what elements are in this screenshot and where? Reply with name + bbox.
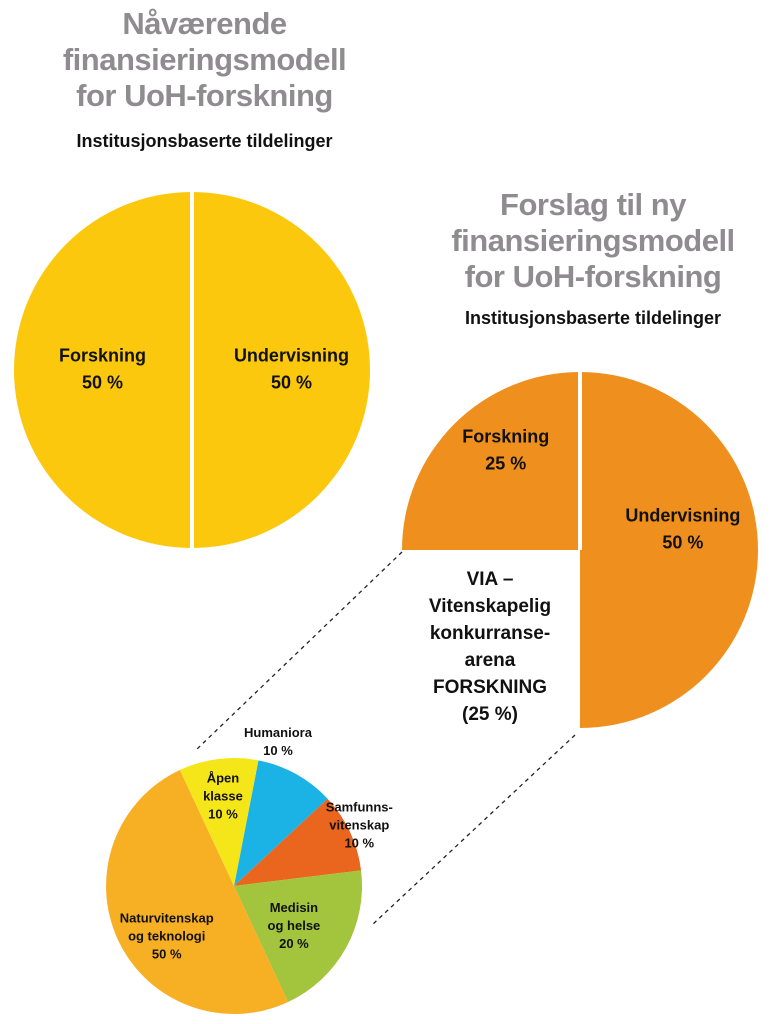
pie-label-line: klasse <box>203 789 243 804</box>
connector-line <box>371 734 576 926</box>
pie-label-line: Forskning <box>59 345 146 365</box>
via-label-line: arena <box>464 650 516 671</box>
current-model-subtitle: Institusjonsbaserte tildelinger <box>76 131 333 151</box>
pie-label-line: Humaniora <box>244 726 313 741</box>
pie-slice-forskning <box>402 372 580 550</box>
via-label-line: FORSKNING <box>433 677 547 698</box>
pie-slice-humaniora <box>234 760 328 886</box>
via-breakdown-pie: Humaniora 10 % Samfunns-vitenskap 10 % Medis… <box>106 726 393 1014</box>
via-label-line: konkurranse- <box>429 623 551 644</box>
pie-slice-medisin-og-helse <box>234 870 362 1003</box>
proposed-title-line: for UoH-forskning <box>464 259 722 294</box>
pie-label-forskning: Forskning 50 % <box>59 345 146 392</box>
pie-label-undervisning: Undervisning 50 % <box>234 345 349 392</box>
via-label-line: (25 %) <box>462 704 518 725</box>
pie-label-line: 50 % <box>662 532 703 552</box>
pie-label-line: og helse <box>268 918 321 933</box>
pie-slice-apen-klasse <box>179 758 259 886</box>
pie-slice-naturvitenskap-og-teknologi <box>106 769 289 1014</box>
pie-label-line: 50 % <box>82 372 123 392</box>
pie-label-line: og teknologi <box>128 929 205 944</box>
pie-label-line: Undervisning <box>625 505 740 525</box>
pie-label-undervisning: Undervisning 50 % <box>625 505 740 552</box>
pie-label-line: 50 % <box>152 947 182 962</box>
via-label-line: VIA – <box>466 569 514 590</box>
pie-label-line: 25 % <box>485 453 526 473</box>
pie-slice-samfunnsvitenskap <box>234 798 362 886</box>
pie-label-line: Forskning <box>462 426 549 446</box>
proposed-model-title: Forslag til ny finansieringsmodell for U… <box>400 187 771 295</box>
proposed-pie: Undervisning 50 % Forskning 25 % <box>402 372 758 728</box>
current-title-line: for UoH-forskning <box>76 78 333 113</box>
via-label-line: Vitenskapelig <box>428 596 552 617</box>
pie-label-line: 10 % <box>344 836 374 851</box>
proposed-model-subtitle: Institusjonsbaserte tildelinger <box>464 308 722 328</box>
pie-label-apen-klasse: Åpen klasse 10 % <box>203 771 243 822</box>
pie-label-line: Naturvitenskap <box>120 911 214 926</box>
pie-label-line: vitenskap <box>329 818 389 833</box>
pie-label-forskning: Forskning 25 % <box>462 426 549 473</box>
pie-label-line: 10 % <box>208 807 238 822</box>
pie-label-line: Åpen <box>207 771 240 786</box>
connector-lines <box>195 551 576 926</box>
pie-slice-forskning <box>14 192 192 548</box>
connector-line <box>195 551 403 751</box>
pie-label-samfunnsvitenskap: Samfunns-vitenskap 10 % <box>326 800 393 851</box>
proposed-title-line: finansieringsmodell <box>451 223 735 258</box>
pie-label-line: 20 % <box>279 936 309 951</box>
pie-label-humaniora: Humaniora 10 % <box>244 726 313 759</box>
via-arena-label: VIA – Vitenskapelig konkurranse- arena F… <box>400 566 580 728</box>
pie-label-line: Samfunns- <box>326 800 393 815</box>
current-title-line: finansieringsmodell <box>62 42 347 77</box>
pie-label-naturvitenskap-og-teknologi: Naturvitenskap og teknologi 50 % <box>120 911 214 962</box>
current-title-line: Nåværende <box>122 6 287 41</box>
pie-label-line: 10 % <box>263 744 293 759</box>
pie-label-line: 50 % <box>271 372 312 392</box>
pie-label-medisin-og-helse: Medisin og helse 20 % <box>268 900 321 951</box>
pie-label-line: Medisin <box>270 900 318 915</box>
pie-slice-undervisning <box>580 372 758 728</box>
current-pie: Undervisning 50 % Forskning 50 % <box>14 192 370 548</box>
pie-slice-undervisning <box>192 192 370 548</box>
proposed-title-line: Forslag til ny <box>500 187 686 222</box>
current-model-title: Nåværende finansieringsmodell for UoH-fo… <box>0 6 409 114</box>
pie-label-line: Undervisning <box>234 345 349 365</box>
